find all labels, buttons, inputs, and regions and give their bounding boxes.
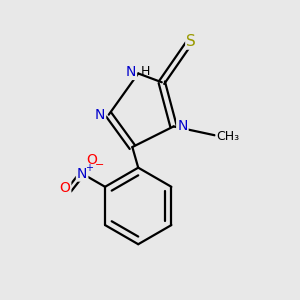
Text: O: O	[87, 153, 98, 167]
Text: N: N	[177, 119, 188, 134]
Text: N: N	[95, 108, 105, 122]
Text: CH₃: CH₃	[217, 130, 240, 143]
Text: +: +	[85, 163, 93, 173]
Text: S: S	[186, 34, 196, 49]
Text: N: N	[126, 65, 136, 79]
Text: O: O	[59, 182, 70, 196]
Text: −: −	[95, 160, 104, 170]
Text: H: H	[141, 65, 150, 79]
Text: N: N	[77, 167, 87, 181]
